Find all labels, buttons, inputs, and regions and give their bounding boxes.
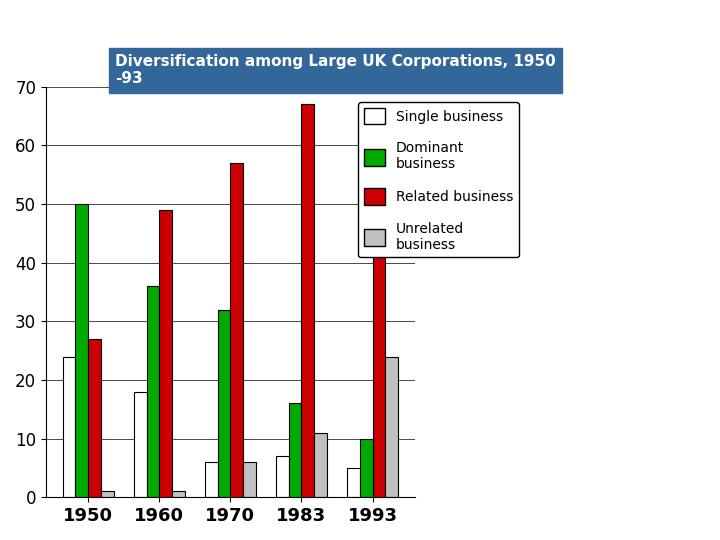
Bar	[76, 204, 89, 497]
Bar	[204, 462, 217, 497]
Bar	[63, 356, 76, 497]
Bar	[101, 491, 114, 497]
Bar	[347, 468, 360, 497]
Bar	[172, 491, 185, 497]
Legend: Single business, Dominant
business, Related business, Unrelated
business: Single business, Dominant business, Rela…	[359, 102, 518, 258]
Text: Diversification among Large UK Corporations, 1950
-93: Diversification among Large UK Corporati…	[115, 54, 556, 86]
Bar	[372, 134, 385, 497]
Bar	[302, 104, 315, 497]
Bar	[230, 163, 243, 497]
Bar	[243, 462, 256, 497]
Bar	[89, 339, 101, 497]
Bar	[315, 433, 327, 497]
Bar	[134, 392, 146, 497]
Bar	[360, 438, 372, 497]
Bar	[146, 286, 159, 497]
Bar	[289, 403, 302, 497]
Bar	[385, 356, 398, 497]
Bar	[217, 309, 230, 497]
Bar	[276, 456, 289, 497]
Bar	[159, 210, 172, 497]
